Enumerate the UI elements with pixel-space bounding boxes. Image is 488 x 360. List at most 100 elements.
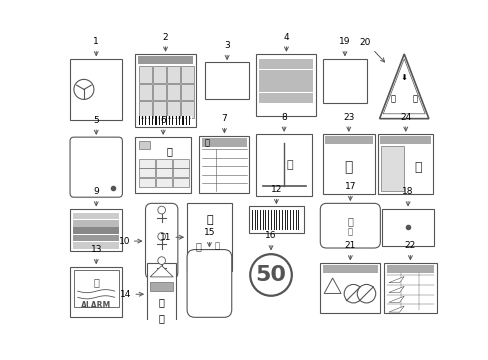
Circle shape xyxy=(344,284,362,303)
Text: 🚗: 🚗 xyxy=(286,160,293,170)
Bar xyxy=(386,265,433,273)
Polygon shape xyxy=(379,54,428,119)
Bar xyxy=(159,116,160,125)
Bar xyxy=(257,210,258,230)
Bar xyxy=(377,134,432,194)
Bar xyxy=(181,66,194,83)
Bar xyxy=(73,213,119,219)
Bar xyxy=(70,59,122,120)
Bar xyxy=(266,210,267,230)
Bar xyxy=(70,266,122,316)
Bar xyxy=(147,263,176,326)
Bar xyxy=(157,116,158,125)
Bar xyxy=(73,228,119,234)
Text: 7: 7 xyxy=(221,114,227,123)
Bar xyxy=(168,116,170,125)
Text: 💺: 💺 xyxy=(413,161,421,174)
Bar xyxy=(138,116,140,125)
Bar xyxy=(167,101,180,118)
Text: 13: 13 xyxy=(90,245,102,254)
Polygon shape xyxy=(388,276,404,283)
Bar xyxy=(272,210,273,230)
Text: 5: 5 xyxy=(93,116,99,125)
Bar xyxy=(204,62,249,99)
Bar xyxy=(259,59,313,69)
Bar xyxy=(269,210,270,230)
Bar xyxy=(276,210,277,230)
Bar xyxy=(253,210,254,230)
Bar xyxy=(289,210,290,230)
Polygon shape xyxy=(150,266,173,277)
Bar xyxy=(181,116,182,125)
Bar xyxy=(182,116,183,125)
Bar xyxy=(187,203,231,271)
Text: 11: 11 xyxy=(160,233,171,242)
Bar xyxy=(167,66,180,83)
Bar xyxy=(217,256,227,266)
Text: 🔊: 🔊 xyxy=(347,228,352,237)
Bar xyxy=(165,116,166,125)
Bar xyxy=(292,210,293,230)
Text: 🔑: 🔑 xyxy=(204,139,209,148)
Bar xyxy=(274,210,276,230)
FancyBboxPatch shape xyxy=(187,249,231,317)
Bar xyxy=(179,116,180,125)
Text: 19: 19 xyxy=(339,37,350,46)
Text: ⬇: ⬇ xyxy=(400,73,407,82)
Bar xyxy=(283,210,284,230)
Bar xyxy=(162,116,163,125)
Bar xyxy=(174,116,175,125)
FancyBboxPatch shape xyxy=(70,137,122,197)
Bar xyxy=(299,210,300,230)
Bar xyxy=(139,66,152,83)
Bar xyxy=(156,178,172,187)
Bar xyxy=(177,116,178,125)
Bar xyxy=(251,210,252,230)
Bar xyxy=(255,210,256,230)
Bar xyxy=(273,210,274,230)
Text: 16: 16 xyxy=(264,231,276,240)
Bar xyxy=(145,116,146,125)
Text: 10: 10 xyxy=(119,237,130,246)
Text: 6: 6 xyxy=(160,116,166,125)
Text: ALARM: ALARM xyxy=(81,301,111,310)
Text: 🚗: 🚗 xyxy=(93,277,99,287)
Circle shape xyxy=(357,284,375,303)
Bar xyxy=(322,134,374,194)
Text: ⛽: ⛽ xyxy=(214,241,219,250)
Bar xyxy=(172,168,188,177)
Text: 🌿: 🌿 xyxy=(344,160,352,174)
Bar xyxy=(280,210,281,230)
Bar xyxy=(73,242,119,249)
Bar xyxy=(380,136,430,144)
Bar xyxy=(181,84,194,100)
Bar xyxy=(139,141,150,149)
Bar xyxy=(147,116,148,125)
Text: 15: 15 xyxy=(203,228,215,237)
Bar xyxy=(190,116,192,125)
Bar xyxy=(172,159,188,168)
Text: 📻: 📻 xyxy=(346,216,352,226)
Bar xyxy=(189,116,190,125)
Bar xyxy=(156,159,172,168)
Bar xyxy=(259,70,313,81)
FancyBboxPatch shape xyxy=(320,203,380,248)
Bar xyxy=(203,256,214,266)
Bar xyxy=(153,84,166,100)
Bar xyxy=(135,54,195,127)
Text: 23: 23 xyxy=(343,113,354,122)
Bar xyxy=(291,210,292,230)
Circle shape xyxy=(158,257,165,265)
Text: 💡: 💡 xyxy=(159,297,164,307)
Bar xyxy=(163,116,164,125)
Polygon shape xyxy=(388,296,404,302)
Bar xyxy=(254,210,255,230)
Text: 📖: 📖 xyxy=(159,313,164,323)
Bar xyxy=(139,84,152,100)
Text: 21: 21 xyxy=(344,241,355,250)
Text: 2: 2 xyxy=(163,33,168,42)
Bar xyxy=(259,81,313,92)
Bar xyxy=(287,210,288,230)
Polygon shape xyxy=(388,286,404,292)
Bar xyxy=(167,116,168,125)
